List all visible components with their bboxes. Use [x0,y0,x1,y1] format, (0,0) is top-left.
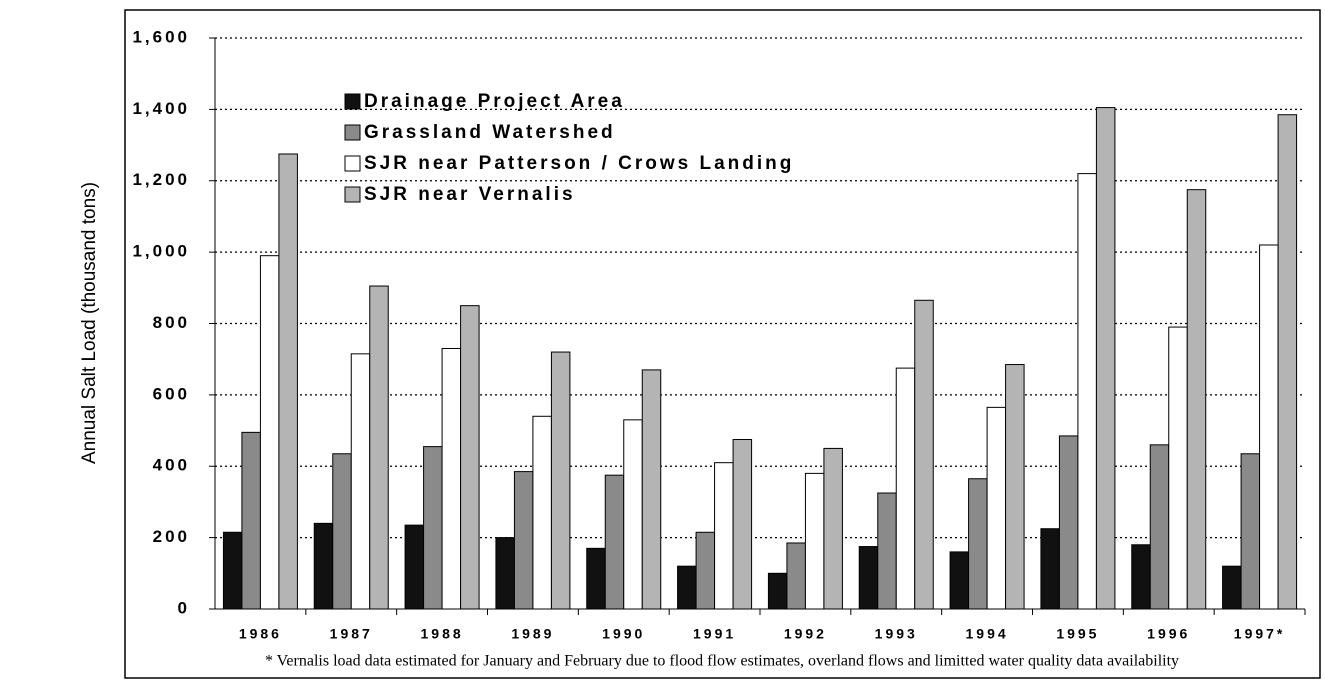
bar [1131,544,1151,610]
x-tick-label: 1993 [875,626,918,642]
bar [1095,107,1116,610]
bar [550,351,571,610]
bar [677,565,697,610]
y-axis-label: Annual Salt Load (thousand tons) [79,182,100,464]
legend-swatch [344,155,361,172]
bar [1186,189,1207,610]
bar [1240,453,1261,610]
bar [858,546,879,610]
footnote: * Vernalis load data estimated for Janua… [265,653,1179,670]
bar [695,531,716,610]
legend-label: SJR near Vernalis [364,184,576,205]
bar [1058,435,1079,610]
y-tick-label: 800 [153,313,190,332]
x-tick-label: 1988 [421,626,464,642]
bar [804,472,825,610]
x-tick-label: 1991 [693,626,736,642]
x-tick-label: 1995 [1056,626,1099,642]
bar [949,551,970,610]
bar [1168,326,1188,610]
chart-frame [124,9,1321,679]
x-tick-label: 1996 [1147,626,1190,642]
legend-label: SJR near Patterson / Crows Landing [364,153,794,174]
bar [369,285,389,610]
y-tick-label: 1,200 [132,170,190,189]
legend-label: Drainage Project Area [364,91,625,112]
bar [895,367,916,610]
legend-label: Grassland Watershed [364,122,616,143]
x-tick-label: 1986 [239,626,282,642]
bar [1222,565,1242,610]
bar [332,453,352,610]
bar [877,492,897,610]
y-tick-label: 200 [153,527,190,546]
legend-swatch [344,93,361,110]
bar [968,478,988,610]
y-tick-label: 1,000 [132,242,190,261]
bar [313,522,334,610]
legend-swatch [344,186,361,203]
bar [1005,364,1025,610]
bar [641,369,662,610]
x-tick-label: 1992 [784,626,827,642]
bar [623,419,643,610]
x-tick-label: 1990 [602,626,645,642]
bar [823,447,843,610]
bar [1277,114,1298,610]
bar [714,462,734,610]
bar [532,415,552,610]
bar [586,547,606,610]
bar [423,446,443,610]
bar [986,406,1007,610]
bar [767,572,788,610]
bar [460,305,480,610]
bar [604,474,625,610]
y-tick-label: 600 [153,384,190,403]
bar [1077,173,1097,610]
y-tick-label: 400 [153,456,190,475]
bar [914,299,934,610]
x-tick-label: 1989 [511,626,554,642]
bar [278,153,298,610]
y-tick-label: 0 [178,598,190,617]
bar [259,255,280,610]
bar [513,471,534,610]
bar [441,347,462,610]
bar [404,524,425,610]
bar [1149,444,1170,610]
y-tick-label: 1,600 [132,27,190,46]
x-tick-label: 1994 [966,626,1009,642]
bar [1040,528,1060,610]
bar [222,531,243,610]
x-tick-label: 1997* [1234,626,1286,642]
legend-swatch [344,124,361,141]
bar [350,353,371,610]
y-tick-label: 1,400 [132,99,190,118]
bar [241,431,261,610]
bar [495,537,515,610]
bar [732,438,753,610]
x-tick-label: 1987 [330,626,373,642]
bar [1259,244,1279,610]
bar [786,542,806,610]
